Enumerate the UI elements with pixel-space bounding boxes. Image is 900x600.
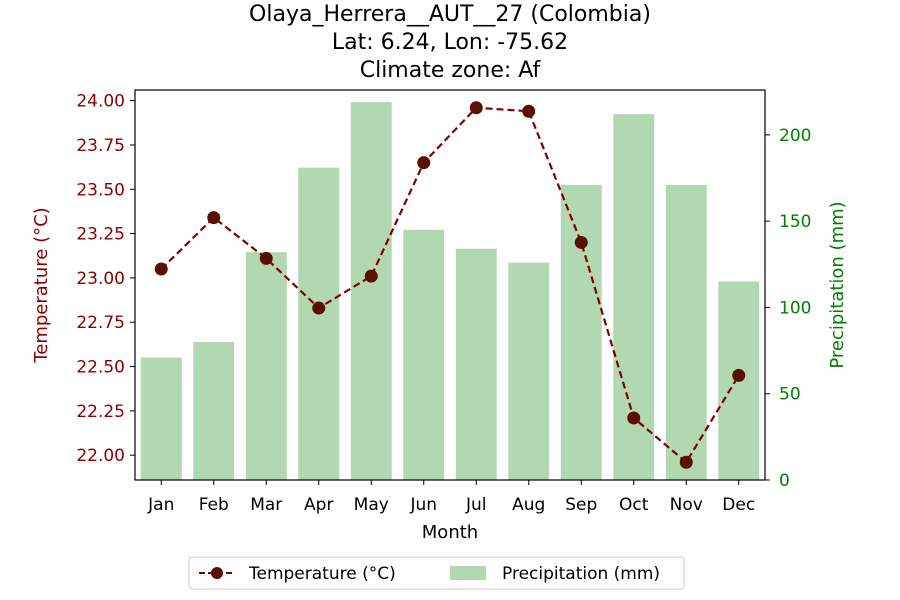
left-tick-label: 23.25 <box>76 225 125 245</box>
left-tick-label: 23.00 <box>76 269 125 289</box>
title-line-1: Olaya_Herrera__AUT__27 (Colombia) <box>249 2 651 27</box>
x-tick-label: Sep <box>565 495 597 515</box>
right-tick-label: 100 <box>779 298 811 318</box>
x-tick-label: Feb <box>199 495 229 515</box>
x-tick-label: Nov <box>670 495 703 515</box>
precipitation-bar-jun <box>403 229 445 480</box>
precipitation-bar-feb <box>193 341 235 480</box>
plot-frame <box>134 89 766 481</box>
precipitation-bar-may <box>350 102 392 480</box>
left-tick-label: 22.50 <box>76 358 125 378</box>
left-tick-label: 22.25 <box>76 402 125 422</box>
temperature-point-sep <box>574 235 588 249</box>
title-line-3: Climate zone: Af <box>360 58 542 83</box>
temperature-line <box>154 101 746 469</box>
temperature-point-mar <box>259 251 273 265</box>
right-tick-label: 150 <box>779 212 811 232</box>
x-tick-label: Aug <box>512 495 545 515</box>
right-tick-label: 0 <box>779 471 790 491</box>
x-tick-label: Dec <box>722 495 755 515</box>
precipitation-bar-aug <box>508 262 550 480</box>
x-tick-label: Jun <box>409 495 437 515</box>
precipitation-bar-sep <box>560 184 602 480</box>
precipitation-bar-apr <box>298 167 340 481</box>
left-tick-label: 23.50 <box>76 180 125 200</box>
temperature-point-dec <box>732 368 746 382</box>
right-axis-label: Precipitation (mm) <box>827 201 848 368</box>
precipitation-bars <box>140 102 760 481</box>
x-axis-label: Month <box>422 522 478 543</box>
precipitation-bar-mar <box>245 252 287 480</box>
x-tick-label: Oct <box>619 495 649 515</box>
title-line-2: Lat: 6.24, Lon: -75.62 <box>332 30 568 55</box>
left-tick-label: 22.00 <box>76 446 125 466</box>
temperature-point-jun <box>417 156 431 170</box>
right-axis-ticks: 0 50 100 150 200 <box>765 126 811 491</box>
x-tick-label: May <box>354 495 389 515</box>
legend-temperature-label: Temperature (°C) <box>248 564 396 584</box>
left-tick-label: 22.75 <box>76 313 125 333</box>
temperature-point-may <box>364 269 378 283</box>
left-axis-label: Temperature (°C) <box>31 207 52 363</box>
temperature-series-line <box>160 106 740 464</box>
temperature-point-oct <box>627 411 641 425</box>
x-tick-label: Jul <box>465 495 487 515</box>
legend: Temperature (°C) Precipitation (mm) <box>188 556 685 590</box>
temperature-point-aug <box>522 104 536 118</box>
legend-temperature-marker <box>211 567 223 579</box>
right-tick-label: 200 <box>779 126 811 146</box>
x-axis-ticks: Jan Feb Mar Apr May Jun Jul Aug Sep Oct Nov Dec <box>147 480 755 515</box>
precipitation-bar-jul <box>455 248 497 480</box>
left-tick-label: 23.75 <box>76 136 125 156</box>
legend-box <box>188 556 685 590</box>
precipitation-bar-jan <box>140 357 182 480</box>
temperature-point-apr <box>312 301 326 315</box>
right-tick-label: 50 <box>779 385 801 405</box>
chart-title: Olaya_Herrera__AUT__27 (Colombia) Lat: 6… <box>249 2 651 83</box>
precipitation-bar-oct <box>613 114 655 480</box>
temperature-point-jan <box>154 262 168 276</box>
left-tick-label: 24.00 <box>76 92 125 112</box>
x-tick-label: Apr <box>304 495 333 515</box>
temperature-point-nov <box>679 455 693 469</box>
legend-precipitation-swatch <box>450 566 486 580</box>
x-tick-label: Jan <box>147 495 174 515</box>
x-tick-label: Mar <box>250 495 282 515</box>
precipitation-bar-nov <box>665 184 707 480</box>
legend-precipitation-label: Precipitation (mm) <box>502 564 660 584</box>
temperature-point-feb <box>207 211 221 225</box>
temperature-point-jul <box>469 101 483 115</box>
left-axis-ticks: 22.00 22.25 22.50 22.75 23.00 23.25 23.50 23.75… <box>76 92 135 466</box>
